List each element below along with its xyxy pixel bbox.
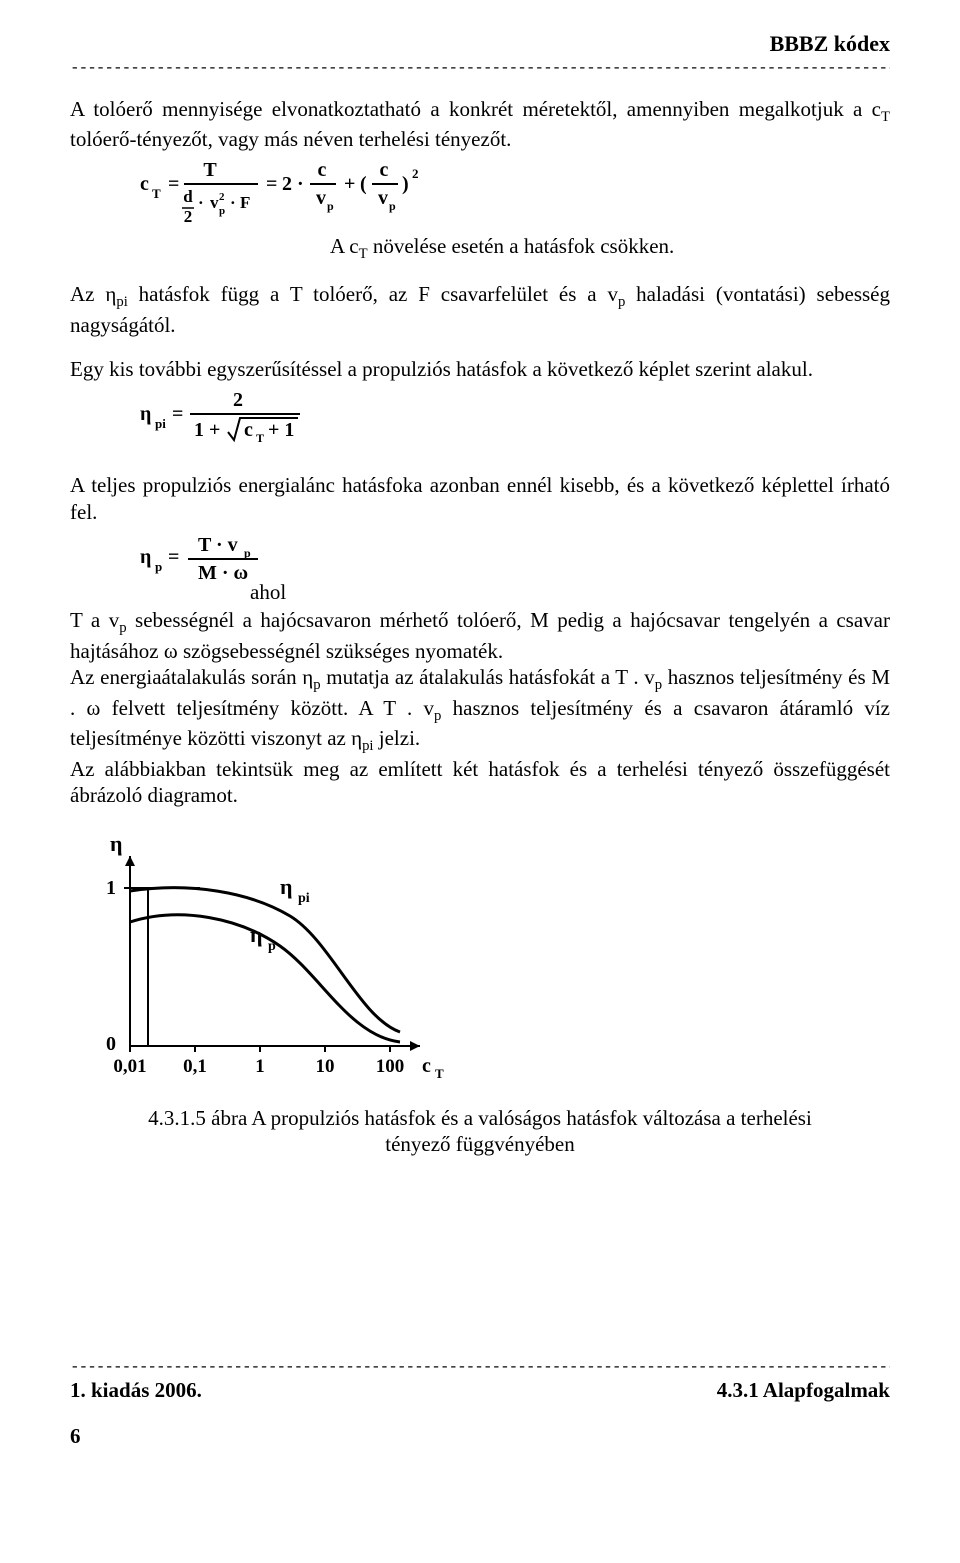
efficiency-chart: η100,010,1110100cTηpiηp: [80, 826, 890, 1092]
svg-text:0,01: 0,01: [113, 1056, 146, 1077]
p1-sub: T: [881, 109, 890, 125]
svg-text:T: T: [203, 159, 217, 181]
svg-text:M · ω: M · ω: [198, 562, 248, 584]
footer-rule: ----------------------------------------…: [70, 1357, 890, 1377]
svg-text:2: 2: [184, 207, 193, 226]
figcap-b: tényező függvényében: [385, 1132, 575, 1156]
footer-left: 1. kiadás 2006.: [70, 1377, 202, 1403]
codex-header: BBBZ kódex: [70, 30, 890, 58]
svg-text:p: p: [155, 559, 162, 574]
cap1-sub: T: [359, 246, 368, 262]
svg-text:1: 1: [255, 1056, 265, 1077]
svg-text:100: 100: [376, 1056, 405, 1077]
svg-text:p: p: [327, 199, 334, 213]
svg-text:=: =: [172, 403, 183, 425]
svg-text:): ): [402, 173, 409, 195]
svg-text:=: =: [266, 173, 277, 195]
p5g: jelzi.: [374, 726, 421, 750]
svg-text:d: d: [183, 187, 193, 206]
svg-text:η: η: [140, 403, 151, 425]
svg-text:+: +: [344, 173, 355, 195]
svg-text:η: η: [250, 922, 263, 947]
p5a: T a v: [70, 608, 119, 632]
formula-ct: cT = T d 2 · v p 2 · F = 2 · c vp + ( c …: [140, 158, 890, 234]
p5d: mutatja az átalakulás hatásfokát a T . v: [321, 665, 655, 689]
svg-text:pi: pi: [298, 891, 310, 906]
svg-text:v: v: [316, 187, 326, 209]
svg-text:T: T: [256, 431, 264, 445]
svg-text:c: c: [140, 173, 149, 195]
svg-text:(: (: [360, 173, 367, 195]
svg-text:1: 1: [106, 877, 116, 899]
svg-text:η: η: [110, 831, 123, 856]
p5s2: p: [313, 677, 320, 693]
svg-text:c: c: [318, 159, 327, 181]
paragraph-4: A teljes propulziós energialánc hatásfok…: [70, 472, 890, 525]
svg-text:F: F: [240, 193, 250, 212]
svg-text:1 +: 1 +: [194, 419, 220, 441]
footer-right: 4.3.1 Alapfogalmak: [717, 1377, 890, 1403]
formula-etapi: ηpi = 2 1 + cT + 1: [140, 388, 890, 454]
svg-text:c: c: [380, 159, 389, 181]
svg-text:·: ·: [198, 193, 204, 212]
svg-text:p: p: [244, 546, 251, 560]
figcap-a: 4.3.1.5 ábra A propulziós hatásfok és a …: [148, 1106, 812, 1130]
footer-row: 1. kiadás 2006. 4.3.1 Alapfogalmak: [70, 1377, 890, 1403]
svg-text:+ 1: + 1: [268, 419, 294, 441]
svg-text:2: 2: [233, 389, 243, 411]
svg-text:η: η: [140, 546, 151, 568]
svg-text:0,1: 0,1: [183, 1056, 207, 1077]
p5s5: pi: [362, 739, 373, 755]
cap1-a: A c: [330, 234, 359, 258]
svg-text:T: T: [152, 186, 161, 201]
p1-a: A tolóerő mennyisége elvonatkoztatható a…: [70, 97, 881, 121]
svg-text:p: p: [219, 205, 225, 217]
svg-text:η: η: [280, 874, 293, 899]
svg-text:p: p: [268, 939, 276, 954]
paragraph-5: T a vp sebességnél a hajócsavaron mérhet…: [70, 607, 890, 808]
svg-text:2: 2: [412, 166, 419, 181]
svg-text:=: =: [168, 546, 179, 568]
svg-text:10: 10: [316, 1056, 335, 1077]
page-number: 6: [70, 1423, 890, 1449]
svg-text:v: v: [378, 187, 388, 209]
p5b: sebességnél a hajócsavaron mérhető tolóe…: [70, 608, 890, 663]
p5c: Az energiaátalakulás során η: [70, 665, 313, 689]
svg-text:p: p: [389, 199, 396, 213]
paragraph-2: Az ηpi hatásfok függ a T tolóerő, az F c…: [70, 281, 890, 338]
p1-b: tolóerő-tényezőt, vagy más néven terhelé…: [70, 127, 511, 151]
ahol: ahol: [250, 579, 890, 605]
figure-caption: 4.3.1.5 ábra A propulziós hatásfok és a …: [70, 1105, 890, 1158]
svg-text:v: v: [210, 193, 219, 212]
svg-text:T · v: T · v: [198, 534, 238, 556]
paragraph-1: A tolóerő mennyisége elvonatkoztatható a…: [70, 96, 890, 153]
svg-text:c: c: [422, 1055, 431, 1077]
p5s1: p: [119, 621, 126, 637]
svg-text:2 ·: 2 ·: [282, 173, 304, 195]
p5h: Az alábbiakban tekintsük meg az említett…: [70, 757, 890, 807]
svg-text:T: T: [435, 1066, 444, 1081]
p2a: Az η: [70, 282, 116, 306]
header-rule: ----------------------------------------…: [70, 58, 890, 78]
p2-sub1: pi: [116, 294, 127, 310]
svg-text:pi: pi: [155, 416, 166, 431]
svg-text:c: c: [244, 419, 253, 441]
formula1-caption: A cT növelése esetén a hatásfok csökken.: [330, 233, 890, 264]
cap1-b: növelése esetén a hatásfok csökken.: [368, 234, 675, 258]
svg-text:=: =: [168, 173, 179, 195]
p2b: hatásfok függ a T tolóerő, az F csavarfe…: [128, 282, 618, 306]
paragraph-3: Egy kis további egyszerűsítéssel a propu…: [70, 356, 890, 382]
svg-text:2: 2: [219, 191, 225, 203]
svg-text:0: 0: [106, 1033, 116, 1055]
svg-text:·: ·: [230, 193, 236, 212]
